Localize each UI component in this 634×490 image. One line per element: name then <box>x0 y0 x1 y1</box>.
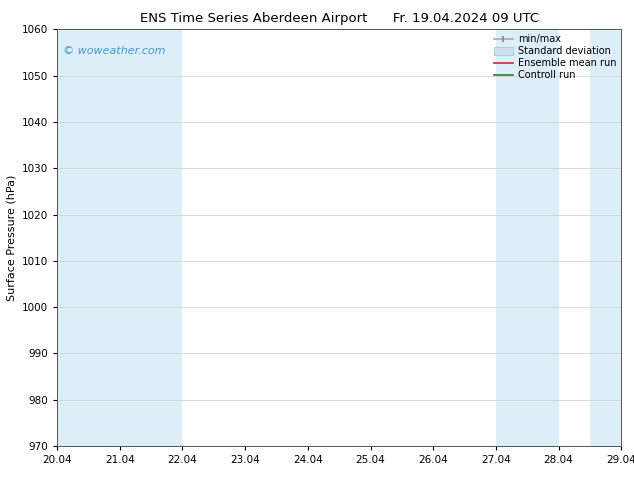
Legend: min/max, Standard deviation, Ensemble mean run, Controll run: min/max, Standard deviation, Ensemble me… <box>492 32 618 82</box>
Title: ENS Time Series Aberdeen Airport      Fr. 19.04.2024 09 UTC: ENS Time Series Aberdeen Airport Fr. 19.… <box>139 12 539 25</box>
Bar <box>57 29 183 446</box>
Text: © woweather.com: © woweather.com <box>63 46 165 56</box>
Y-axis label: Surface Pressure (hPa): Surface Pressure (hPa) <box>6 174 16 301</box>
Bar <box>496 29 559 446</box>
Bar <box>590 29 621 446</box>
